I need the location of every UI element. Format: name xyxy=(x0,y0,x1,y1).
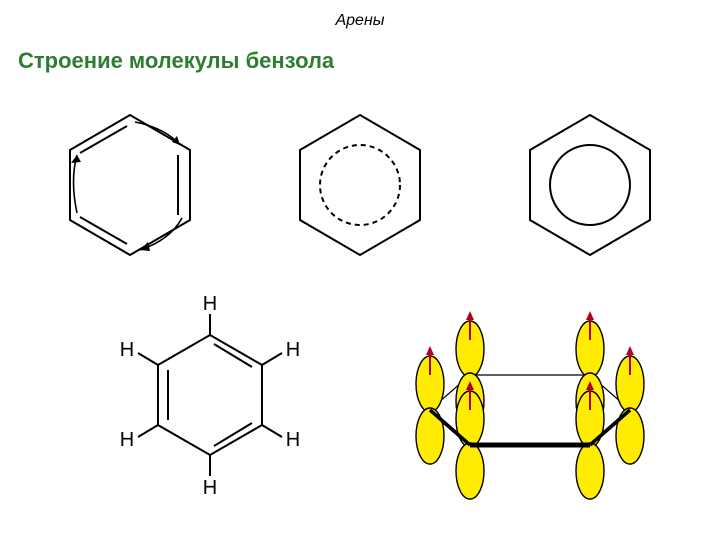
page-title: Арены xyxy=(0,12,720,30)
atom-label: H xyxy=(203,477,217,499)
atom-label: H xyxy=(120,429,134,451)
atom-label: H xyxy=(120,339,134,361)
atom-label: H xyxy=(286,339,300,361)
atom-label: H xyxy=(203,293,217,315)
diagram-solid-circle xyxy=(490,100,690,270)
subtitle: Строение молекулы бензола xyxy=(18,48,334,74)
atom-label: H xyxy=(286,429,300,451)
diagram-orbitals xyxy=(370,290,690,510)
diagram-structural: H H H H H H xyxy=(90,290,330,520)
diagram-kekule xyxy=(30,100,230,270)
diagram-dashed-circle xyxy=(260,100,460,270)
